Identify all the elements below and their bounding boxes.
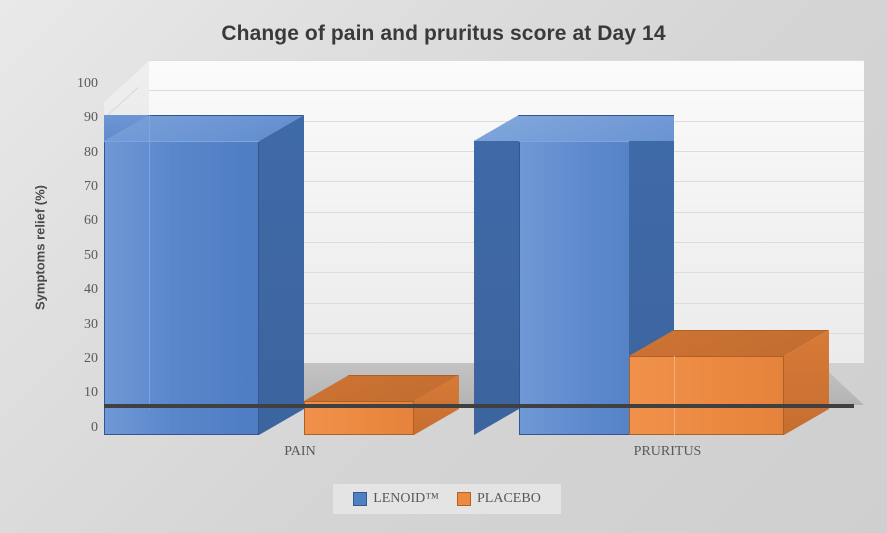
y-tick-0: 0 [91,420,98,435]
y-axis-title: Symptoms relief (%) [32,185,48,310]
plot-area [104,60,864,435]
legend-swatch-icon [353,492,368,506]
bar-pain-placebo[interactable] [304,375,459,435]
x-label-pain: PAIN [284,444,316,459]
x-label-pruritus: PRURITUS [633,444,702,459]
legend-label-lenoid: LENOID™ [373,491,440,506]
y-tick-30: 30 [84,317,98,332]
gridline-100 [149,60,864,61]
x-axis-line [104,404,854,408]
side-gridline [104,60,139,89]
chart-legend: LENOID™ PLACEBO [333,484,561,514]
gridline-90 [149,90,864,91]
gridline-80 [149,121,864,122]
y-tick-10: 10 [84,385,98,400]
bar-pain-lenoid[interactable] [104,115,304,435]
legend-item-lenoid[interactable]: LENOID™ [353,491,439,507]
y-axis-tick-labels: 100 90 80 70 60 50 40 30 20 10 0 [52,0,98,533]
y-tick-100: 100 [77,76,98,91]
y-tick-80: 80 [84,145,98,160]
y-tick-90: 90 [84,110,98,125]
y-tick-50: 50 [84,248,98,263]
bar-pruritus-placebo[interactable] [629,330,829,435]
legend-swatch-icon [457,492,472,506]
y-tick-40: 40 [84,282,98,297]
y-tick-20: 20 [84,351,98,366]
legend-label-placebo: PLACEBO [477,491,541,506]
y-tick-60: 60 [84,213,98,228]
legend-item-placebo[interactable]: PLACEBO [457,491,541,507]
y-tick-70: 70 [84,179,98,194]
chart-title: Change of pain and pruritus score at Day… [221,22,666,45]
